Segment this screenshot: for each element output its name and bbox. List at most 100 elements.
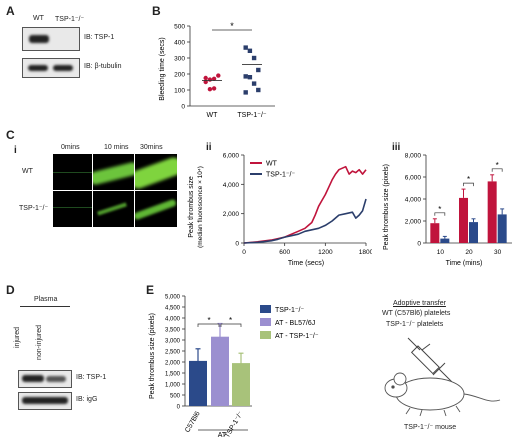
image-tsp1-0min: [52, 190, 94, 228]
bleeding-time-chart: Bleeding time (secs) 0 100 200 300 400 500 WT T…: [159, 21, 275, 119]
c3-bar: [440, 238, 450, 243]
mouse-syringe-illustration: [384, 337, 501, 417]
e-legend-label: TSP-1⁻/⁻: [275, 307, 304, 314]
blot-tsp1-d: [18, 370, 72, 388]
e-legend-swatch: [260, 318, 271, 326]
e-legend-label: AT - TSP-1⁻/⁻: [275, 333, 319, 340]
e-sig-star: *: [229, 316, 232, 325]
c2-series-line: [243, 198, 367, 244]
c2-y-tick-label: 4,000: [223, 182, 240, 189]
b-y-tick-label: 200: [174, 72, 185, 79]
e-y-tick-label: 4,500: [165, 305, 181, 311]
thrombus-line-chart: Peak thrombus size (median fluorescence …: [188, 153, 372, 268]
blot-igg: [18, 392, 72, 410]
b-x-tick-label: TSP-1⁻/⁻: [237, 112, 266, 119]
e-y-tick-label: 5,000: [165, 294, 181, 300]
adoptive-transfer-chart: Peak thrombus size (pixels) 0 500 1,000 1,5…: [149, 294, 319, 438]
c3-x-tick-label: 30: [494, 249, 502, 256]
c3-bar: [459, 197, 468, 243]
panel-label-e: E: [146, 283, 155, 297]
c3-sig-bracket: [463, 182, 474, 187]
b-point-wt: [216, 73, 221, 78]
b-point-tsp1: [247, 48, 253, 53]
e-bar: [232, 363, 250, 406]
b-y-tick-label: 100: [174, 88, 185, 95]
lane-injured: injured: [14, 326, 21, 348]
c3-x-tick-label: 10: [437, 249, 445, 256]
blot-label-igg: IB: igG: [76, 396, 98, 403]
row-label-wt: WT: [22, 168, 33, 175]
c2-legend-label: WT: [266, 161, 278, 168]
blot-tubulin: [22, 58, 80, 78]
e-y-tick-label: 1,500: [165, 371, 181, 377]
e-y-tick-label: 4,000: [165, 316, 181, 322]
transfer-line-1: WT (C57Bl6) platelets: [382, 310, 451, 317]
panel-label-c: C: [6, 128, 15, 142]
panel-label-a: A: [6, 4, 15, 18]
e-sig-bracket: [197, 323, 220, 327]
bleeding-time-y-label: Bleeding time (secs): [159, 37, 166, 100]
b-y-tick-label: 400: [174, 40, 185, 47]
e-y-tick-label: 3,000: [165, 338, 181, 344]
c3-sig-star: *: [467, 175, 470, 184]
bar-y-label: Peak thrombus size (pixels): [383, 164, 390, 250]
line-y-label-2: (median fluorescence × 10⁴): [197, 166, 204, 248]
c2-x-tick-label: 0: [242, 249, 246, 256]
row-label-tsp1: TSP-1⁻/⁻: [19, 205, 49, 212]
e-y-tick-label: 2,000: [165, 360, 181, 366]
c3-x-tick-label: 20: [465, 249, 473, 256]
blot-tsp1-a: [22, 27, 80, 51]
b-y-tick-label: 300: [174, 56, 185, 63]
c2-y-tick-label: 2,000: [223, 211, 240, 218]
b-point-tsp1: [247, 75, 253, 80]
time-header-30: 30mins: [140, 144, 163, 151]
c2-y-tick-label: 6,000: [223, 153, 240, 160]
line-y-label-1: Peak thrombus size: [188, 176, 195, 238]
e-legend-label: AT - BL57/6J: [275, 320, 315, 327]
time-header-10: 10 mins: [104, 144, 129, 151]
e-y-tick-label: 3,500: [165, 327, 181, 333]
line-x-label: Time (secs): [288, 260, 324, 267]
e-y-tick-label: 1,000: [165, 382, 181, 388]
c2-legend-label: TSP-1⁻/⁻: [266, 172, 295, 179]
e-y-label: Peak thrombus size (pixels): [149, 313, 156, 399]
c3-y-tick-label: 4,000: [405, 197, 422, 204]
e-legend-swatch: [260, 305, 271, 313]
sub-label-i: i: [14, 145, 17, 156]
e-sig-star: *: [207, 316, 210, 325]
c2-x-tick-label: 1200: [318, 249, 333, 256]
b-point-tsp1: [256, 67, 261, 73]
lane-label-wt: WT: [33, 15, 44, 22]
image-wt-0min: [52, 153, 94, 191]
c3-bar: [487, 181, 497, 243]
sub-label-iii: iii: [392, 142, 401, 153]
sub-label-ii: ii: [206, 142, 212, 153]
image-tsp1-10min: [92, 190, 136, 228]
b-point-tsp1: [243, 45, 248, 50]
e-sig-bracket: [220, 323, 242, 327]
b-point-tsp1: [243, 74, 248, 79]
b-point-wt: [203, 79, 208, 85]
lane-label-tsp1: TSP-1⁻/⁻: [55, 16, 85, 23]
b-point-wt: [211, 76, 217, 81]
plasma-label: Plasma: [34, 296, 58, 303]
panel-label-b: B: [152, 4, 161, 18]
e-y-tick-label: 2,500: [165, 349, 181, 355]
image-wt-10min: [92, 153, 136, 191]
blot-label-tsp1-a: IB: TSP-1: [84, 34, 115, 41]
c2-x-tick-label: 1800: [359, 249, 372, 256]
b-point-tsp1: [251, 81, 257, 86]
image-tsp1-30min: [134, 190, 178, 228]
b-point-tsp1: [243, 90, 248, 95]
c3-bar: [469, 222, 478, 243]
plasma-line: [20, 306, 70, 307]
c3-y-tick-label: 2,000: [405, 219, 422, 226]
b-point-wt: [207, 87, 213, 92]
c3-y-tick-label: 6,000: [405, 175, 422, 182]
e-category-tsp1: TSP-1⁻/⁻: [224, 410, 245, 438]
e-y-tick-label: 500: [170, 393, 181, 399]
c3-bar: [497, 214, 507, 243]
c3-sig-bracket: [434, 212, 446, 216]
mouse-label: TSP-1⁻/⁻ mouse: [404, 424, 457, 431]
transfer-line-2: TSP-1⁻/⁻ platelets: [386, 321, 444, 328]
